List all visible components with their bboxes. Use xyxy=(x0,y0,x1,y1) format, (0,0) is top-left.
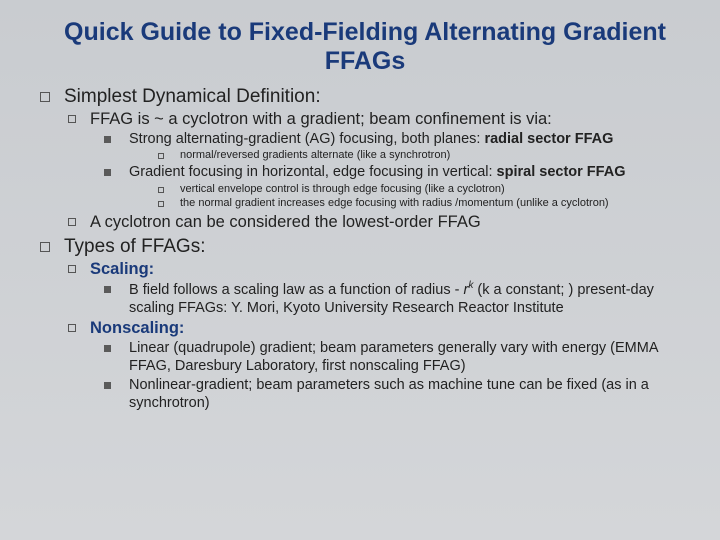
bullet-icon xyxy=(104,286,111,293)
item-1b-text: A cyclotron can be considered the lowest… xyxy=(90,213,690,232)
bullet-icon xyxy=(68,265,76,273)
item-1a2ii: the normal gradient increases edge focus… xyxy=(158,197,690,211)
bullet-icon xyxy=(158,153,164,159)
bullet-icon xyxy=(40,92,50,102)
section-1-text: Simplest Dynamical Definition: xyxy=(64,86,690,108)
title-line-2: FFAGs xyxy=(325,47,406,75)
item-1a-text: FFAG is ~ a cyclotron with a gradient; b… xyxy=(90,110,690,129)
section-1: Simplest Dynamical Definition: xyxy=(40,86,690,108)
item-1a2: Gradient focusing in horizontal, edge fo… xyxy=(104,163,690,181)
item-1a1: Strong alternating-gradient (AG) focusin… xyxy=(104,130,690,148)
item-2b2-text: Nonlinear-gradient; beam parameters such… xyxy=(129,376,690,412)
item-2b1-text: Linear (quadrupole) gradient; beam param… xyxy=(129,339,690,375)
text-span: Gradient focusing in horizontal, edge fo… xyxy=(129,164,497,180)
item-1a1i: normal/reversed gradients alternate (lik… xyxy=(158,149,690,163)
text-span: B field follows a scaling law as a funct… xyxy=(129,282,463,298)
item-1a2i: vertical envelope control is through edg… xyxy=(158,183,690,197)
bold-span: spiral sector FFAG xyxy=(497,164,626,180)
bullet-icon xyxy=(158,187,164,193)
bullet-icon xyxy=(104,345,111,352)
item-2a1: B field follows a scaling law as a funct… xyxy=(104,280,690,317)
item-2a-text: Scaling: xyxy=(90,260,690,279)
item-2a1-text: B field follows a scaling law as a funct… xyxy=(129,280,690,317)
bullet-icon xyxy=(40,242,50,252)
item-2a: Scaling: xyxy=(68,260,690,279)
item-2b: Nonscaling: xyxy=(68,319,690,338)
item-1a2ii-text: the normal gradient increases edge focus… xyxy=(180,197,690,211)
bold-span: radial sector FFAG xyxy=(484,131,613,147)
bullet-icon xyxy=(158,201,164,207)
section-2-text: Types of FFAGs: xyxy=(64,236,690,258)
bullet-icon xyxy=(104,169,111,176)
item-2b-text: Nonscaling: xyxy=(90,319,690,338)
section-2: Types of FFAGs: xyxy=(40,236,690,258)
title-line-1: Quick Guide to Fixed-Fielding Alternatin… xyxy=(64,18,666,46)
text-span: Strong alternating-gradient (AG) focusin… xyxy=(129,131,484,147)
slide-title: Quick Guide to Fixed-Fielding Alternatin… xyxy=(40,18,690,76)
item-1b: A cyclotron can be considered the lowest… xyxy=(68,213,690,232)
item-1a: FFAG is ~ a cyclotron with a gradient; b… xyxy=(68,110,690,129)
item-2b1: Linear (quadrupole) gradient; beam param… xyxy=(104,339,690,375)
item-1a1-text: Strong alternating-gradient (AG) focusin… xyxy=(129,130,690,148)
item-2b2: Nonlinear-gradient; beam parameters such… xyxy=(104,376,690,412)
bullet-icon xyxy=(104,136,111,143)
bullet-icon xyxy=(68,115,76,123)
bullet-icon xyxy=(104,382,111,389)
item-1a1i-text: normal/reversed gradients alternate (lik… xyxy=(180,149,690,163)
bullet-icon xyxy=(68,218,76,226)
item-1a2i-text: vertical envelope control is through edg… xyxy=(180,183,690,197)
item-1a2-text: Gradient focusing in horizontal, edge fo… xyxy=(129,163,690,181)
bullet-icon xyxy=(68,324,76,332)
